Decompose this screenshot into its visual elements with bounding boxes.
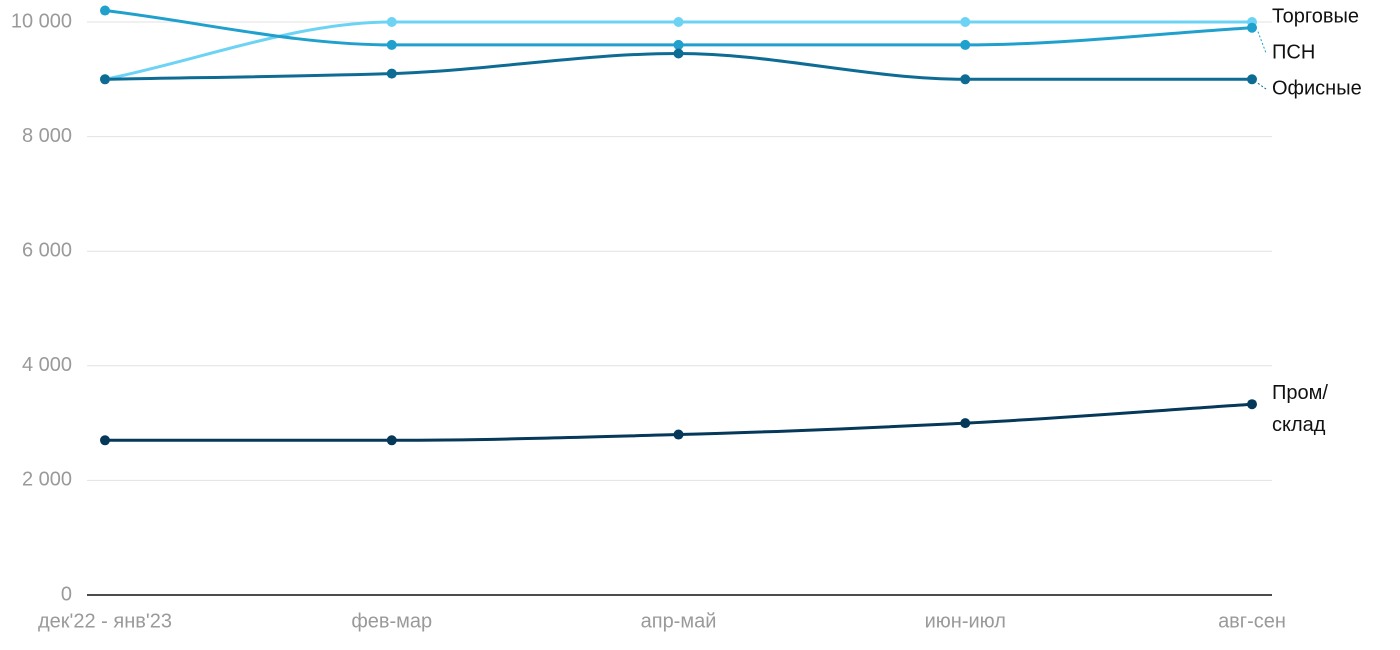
legend-label: ПСН <box>1272 41 1315 63</box>
legend-label: Офисные <box>1272 77 1362 99</box>
point <box>673 39 684 50</box>
leader-line <box>1257 31 1267 54</box>
point <box>100 74 110 85</box>
leader-line <box>1257 82 1267 90</box>
legend-label: Пром/склад <box>1272 382 1328 436</box>
x-tick-label: фев-мар <box>351 610 432 632</box>
x-tick-label: дек'22 - янв'23 <box>38 610 172 632</box>
point <box>386 68 397 79</box>
point <box>1247 74 1257 85</box>
y-tick-label: 2 000 <box>22 469 72 491</box>
point <box>386 17 397 27</box>
x-tick-label: апр-май <box>641 610 717 632</box>
y-tick-label: 8 000 <box>22 125 72 147</box>
x-tick-label: авг-сен <box>1218 610 1286 632</box>
line <box>104 9 1253 47</box>
point <box>673 429 684 440</box>
point <box>1247 399 1257 410</box>
point <box>960 74 971 85</box>
y-tick-label: 0 <box>61 583 72 605</box>
point <box>960 17 971 27</box>
point <box>673 17 684 27</box>
point <box>960 418 971 429</box>
point <box>386 435 397 446</box>
x-tick-label: июн-июл <box>925 610 1006 632</box>
y-tick-label: 4 000 <box>22 354 72 376</box>
y-tick-label: 6 000 <box>22 239 72 261</box>
point <box>100 5 110 16</box>
point <box>100 435 110 446</box>
point <box>960 39 971 50</box>
legend-label: Торговые <box>1272 5 1359 27</box>
y-tick-label: 10 000 <box>11 10 72 32</box>
point <box>1247 22 1257 33</box>
point <box>386 39 397 50</box>
point <box>673 48 684 59</box>
